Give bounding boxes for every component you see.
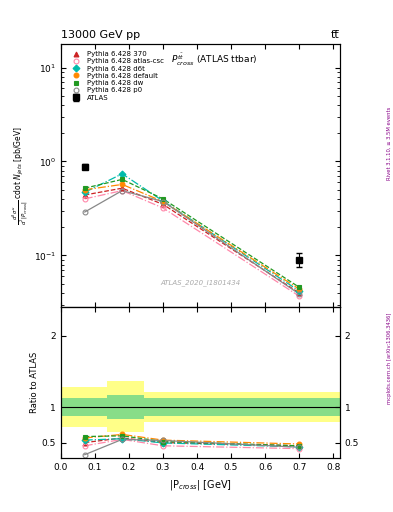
Pythia 6.428 d6t <box>161 198 165 204</box>
Pythia 6.428 dw <box>161 196 165 202</box>
Pythia 6.428 dw <box>297 284 301 290</box>
Pythia 6.428 p0 <box>83 209 87 215</box>
Pythia 6.428 370 <box>297 290 301 296</box>
Line: Pythia 6.428 atlas-csc: Pythia 6.428 atlas-csc <box>82 188 301 298</box>
Pythia 6.428 d6t <box>297 288 301 294</box>
Pythia 6.428 atlas-csc <box>297 293 301 299</box>
Pythia 6.428 atlas-csc <box>161 205 165 211</box>
Pythia 6.428 dw <box>83 185 87 191</box>
Text: ATLAS_2020_I1801434: ATLAS_2020_I1801434 <box>160 280 241 286</box>
Text: $P^{t\bar{t}}_{cross}$ (ATLAS ttbar): $P^{t\bar{t}}_{cross}$ (ATLAS ttbar) <box>171 51 258 68</box>
Text: Rivet 3.1.10, ≥ 3.5M events: Rivet 3.1.10, ≥ 3.5M events <box>387 106 392 180</box>
Line: Pythia 6.428 370: Pythia 6.428 370 <box>82 186 301 295</box>
Text: mcplots.cern.ch [arXiv:1306.3436]: mcplots.cern.ch [arXiv:1306.3436] <box>387 313 392 404</box>
Legend: Pythia 6.428 370, Pythia 6.428 atlas-csc, Pythia 6.428 d6t, Pythia 6.428 default: Pythia 6.428 370, Pythia 6.428 atlas-csc… <box>67 50 165 102</box>
Pythia 6.428 default <box>161 199 165 205</box>
Pythia 6.428 d6t <box>120 170 125 177</box>
Pythia 6.428 dw <box>120 176 125 182</box>
Pythia 6.428 default <box>83 187 87 193</box>
Text: tt̅: tt̅ <box>331 30 340 40</box>
Pythia 6.428 370 <box>161 201 165 207</box>
Pythia 6.428 p0 <box>297 291 301 297</box>
X-axis label: |P$_{cross}$| [GeV]: |P$_{cross}$| [GeV] <box>169 478 232 492</box>
Pythia 6.428 p0 <box>161 199 165 205</box>
Line: Pythia 6.428 default: Pythia 6.428 default <box>82 182 301 291</box>
Pythia 6.428 atlas-csc <box>120 187 125 194</box>
Pythia 6.428 370 <box>83 192 87 198</box>
Pythia 6.428 default <box>120 181 125 187</box>
Y-axis label: $\frac{d^2\sigma^u}{d^2|P_{cross}|}$ cdot $N_{jets}$ [pb/GeV]: $\frac{d^2\sigma^u}{d^2|P_{cross}|}$ cdo… <box>10 126 29 225</box>
Pythia 6.428 atlas-csc <box>83 196 87 202</box>
Y-axis label: Ratio to ATLAS: Ratio to ATLAS <box>30 352 39 414</box>
Text: 13000 GeV pp: 13000 GeV pp <box>61 30 140 40</box>
Line: Pythia 6.428 d6t: Pythia 6.428 d6t <box>82 172 301 293</box>
Pythia 6.428 p0 <box>120 187 125 194</box>
Pythia 6.428 370 <box>120 185 125 191</box>
Line: Pythia 6.428 p0: Pythia 6.428 p0 <box>82 188 301 296</box>
Pythia 6.428 default <box>297 286 301 292</box>
Line: Pythia 6.428 dw: Pythia 6.428 dw <box>82 177 301 290</box>
Pythia 6.428 d6t <box>83 189 87 196</box>
